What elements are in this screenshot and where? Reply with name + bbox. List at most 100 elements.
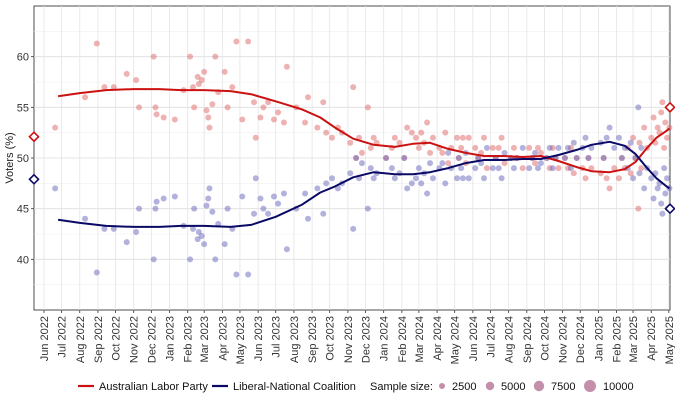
data-point (133, 76, 140, 83)
data-point (418, 180, 425, 187)
data-point (251, 210, 258, 217)
data-point (546, 144, 553, 151)
data-point (459, 175, 466, 182)
x-tick-label: May 2024 (450, 316, 462, 364)
data-point (439, 149, 446, 156)
data-point (329, 175, 336, 182)
data-point (391, 134, 398, 141)
data-point (606, 124, 613, 131)
data-point (424, 119, 431, 126)
data-point (110, 225, 117, 232)
x-tick-label: Aug 2022 (75, 316, 87, 363)
data-point (153, 198, 160, 205)
data-point (537, 149, 544, 156)
data-point (603, 175, 610, 182)
data-point (358, 149, 365, 156)
data-point (260, 205, 267, 212)
data-point (388, 165, 395, 172)
data-point (404, 185, 411, 192)
data-point (153, 111, 160, 118)
data-point (171, 193, 178, 200)
data-point (198, 233, 205, 240)
x-tick-label: Feb 2025 (612, 316, 624, 362)
data-point (171, 116, 178, 123)
data-point (323, 129, 330, 136)
data-point (483, 165, 490, 172)
data-point (537, 160, 544, 167)
data-point (401, 155, 408, 161)
data-point (661, 144, 668, 151)
data-point (133, 228, 140, 235)
y-axis-title: Voters (%) (4, 132, 16, 183)
x-tick-label: Apr 2025 (646, 316, 658, 361)
y-tick-label: 60 (17, 52, 29, 64)
legend-label-coalition: Liberal-National Coalition (233, 381, 356, 393)
data-point (662, 190, 669, 197)
data-point (519, 144, 526, 151)
trend-lines (57, 88, 671, 228)
data-point (472, 144, 479, 151)
data-point (270, 193, 277, 200)
x-tick-label: Mar 2024 (414, 316, 426, 362)
data-point (212, 256, 219, 263)
data-point (582, 175, 589, 182)
data-point (510, 165, 517, 172)
data-point (136, 205, 143, 212)
data-point (472, 165, 479, 172)
data-point (641, 124, 648, 131)
data-point (661, 165, 668, 172)
data-point (588, 165, 595, 172)
data-point (532, 149, 539, 156)
data-point (93, 40, 100, 47)
data-point (641, 185, 648, 192)
data-point (615, 134, 622, 141)
x-tick-label: Jul 2024 (485, 316, 497, 358)
data-point (245, 38, 252, 45)
data-point (627, 139, 634, 146)
data-point (364, 205, 371, 212)
x-tick-label: Apr 2023 (217, 316, 229, 361)
data-point (93, 269, 100, 276)
data-point (404, 124, 411, 131)
legend-size-7500 (533, 380, 545, 392)
data-point (498, 175, 505, 182)
x-tick-label: Aug 2023 (289, 316, 301, 363)
legend-size-2500-label: 2500 (452, 381, 476, 393)
data-point (367, 165, 374, 172)
x-tick-label: Jan 2024 (379, 316, 391, 361)
x-tick-label: Mar 2025 (628, 316, 640, 362)
x-tick-label: Oct 2023 (325, 316, 337, 361)
x-tick-label: Jul 2023 (271, 316, 283, 358)
data-point (555, 144, 562, 151)
data-point (429, 134, 436, 141)
data-point (302, 190, 309, 197)
data-point (224, 205, 231, 212)
data-point (638, 165, 645, 172)
data-point (427, 149, 434, 156)
data-point (347, 170, 354, 177)
data-point (350, 225, 357, 232)
data-point (415, 144, 422, 151)
data-point (233, 38, 240, 45)
data-point (570, 170, 577, 177)
data-point (358, 160, 365, 167)
data-point (203, 202, 210, 209)
y-axis: 40 45 50 55 60 (17, 52, 34, 266)
data-point (353, 155, 360, 161)
data-point (412, 134, 419, 141)
data-point (570, 139, 577, 146)
x-tick-label: Oct 2022 (111, 316, 123, 361)
data-point (615, 175, 622, 182)
data-point (270, 116, 277, 123)
data-point (618, 155, 625, 161)
data-point (664, 134, 671, 141)
x-tick-label: Sep 2023 (307, 316, 319, 363)
data-point (283, 246, 290, 253)
x-tick-label: Nov 2023 (343, 316, 355, 363)
legend-size-2500 (439, 383, 445, 389)
election-marker-start-labor (28, 131, 40, 143)
legend-size-7500-label: 7500 (551, 381, 575, 393)
data-point (445, 149, 452, 156)
data-point (654, 185, 661, 192)
